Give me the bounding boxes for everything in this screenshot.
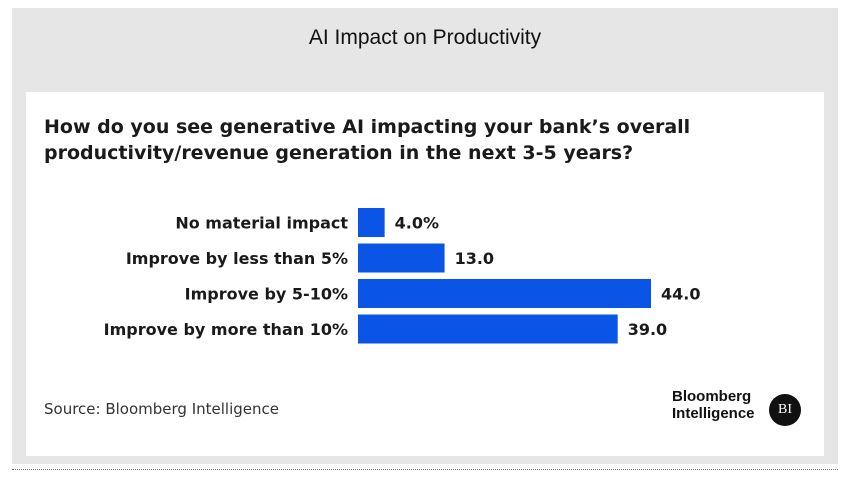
category-label-2: Improve by 5-10% [185,285,348,304]
bar-3 [358,314,618,344]
category-label-3: Improve by more than 10% [104,320,348,339]
value-label-3: 39.0 [628,320,667,339]
bi-badge-icon: BI [769,394,801,426]
chart-frame: AI Impact on Productivity How do you see… [12,8,838,464]
bar-chart: No material impact 4.0% Improve by less th… [104,208,700,344]
value-label-0: 4.0% [395,214,439,233]
source-note: Source: Bloomberg Intelligence [44,400,279,418]
bottom-divider [12,469,838,470]
bloomberg-intelligence-logo: Bloomberg Intelligence [672,388,755,422]
bar-2 [358,279,651,308]
chart-card: How do you see generative AI impacting y… [26,92,824,456]
value-label-2: 44.0 [661,285,700,304]
page-title: AI Impact on Productivity [308,26,542,49]
logo-line-1: Bloomberg [672,388,752,405]
category-label-0: No material impact [175,214,348,233]
bar-0 [358,208,385,237]
value-label-1: 13.0 [455,249,494,268]
chart-title: How do you see generative AI impacting y… [44,116,691,164]
bar-1 [358,243,445,273]
logo-line-2: Intelligence [672,405,755,422]
category-label-1: Improve by less than 5% [126,249,348,268]
